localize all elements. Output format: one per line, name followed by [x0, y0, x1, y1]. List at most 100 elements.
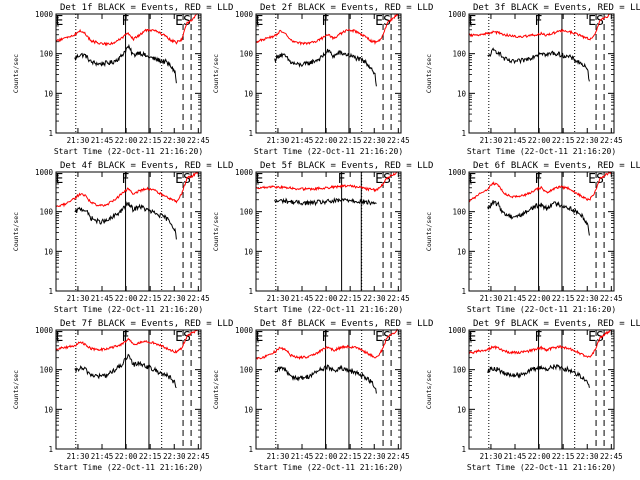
x-tick-label: 21:30	[67, 136, 90, 145]
x-tick-label: 22:15	[552, 452, 575, 461]
event-marker-label: E	[175, 172, 183, 187]
x-tick-label: 22:30	[163, 136, 186, 145]
event-marker-label: E	[588, 330, 596, 345]
x-tick-label: 22:15	[139, 136, 162, 145]
y-tick-label: 1000	[35, 168, 54, 177]
y-axis-title: Counts/sec	[12, 54, 20, 93]
y-tick-label: 10	[244, 247, 254, 256]
y-tick-label: 1	[248, 129, 253, 138]
x-axis-title: Start Time (22-Oct-11 21:16:20)	[254, 147, 403, 156]
x-tick-label: 21:30	[480, 294, 503, 303]
y-tick-label: 1000	[235, 168, 254, 177]
x-tick-label: 22:30	[576, 294, 599, 303]
x-tick-label: 22:00	[528, 294, 551, 303]
x-tick-label: 22:00	[315, 294, 338, 303]
panel-title: Det 2f BLACK = Events, RED = LLD	[260, 3, 433, 13]
event-marker-label: F	[535, 14, 543, 29]
plot-frame	[255, 13, 402, 134]
detector-panel: Det 5f BLACK = Events, RED = LLD Counts/s…	[212, 161, 433, 314]
x-tick-label: 22:45	[387, 294, 410, 303]
plot-frame	[255, 171, 402, 292]
detector-panel: Det 9f BLACK = Events, RED = LLD Counts/s…	[425, 319, 640, 472]
x-axis-title: Start Time (22-Oct-11 21:16:20)	[54, 147, 203, 156]
y-axis-title: Counts/sec	[425, 370, 433, 409]
plot-frame	[55, 171, 202, 292]
x-axis-title: Start Time (22-Oct-11 21:16:20)	[254, 305, 403, 314]
y-tick-label: 1000	[448, 10, 467, 19]
lld-series-line	[55, 13, 198, 47]
event-marker-label: E	[175, 14, 183, 29]
x-tick-label: 21:45	[291, 294, 314, 303]
x-tick-label: 21:45	[504, 294, 527, 303]
event-marker-label: E	[588, 172, 596, 187]
x-tick-label: 22:00	[115, 452, 138, 461]
plot-frame	[55, 13, 202, 134]
panel-title: Det 5f BLACK = Events, RED = LLD	[260, 161, 433, 171]
y-axis-title: Counts/sec	[212, 212, 220, 251]
y-tick-label: 10	[44, 247, 54, 256]
x-tick-label: 21:45	[291, 452, 314, 461]
lld-series-line	[468, 171, 612, 203]
y-tick-label: 1	[461, 287, 466, 296]
x-tick-label: 21:30	[267, 452, 290, 461]
event-marker-label: F	[535, 172, 543, 187]
y-tick-label: 100	[452, 50, 466, 59]
event-marker-label: F	[122, 330, 130, 345]
detector-panel: Det 2f BLACK = Events, RED = LLD Counts/s…	[212, 3, 433, 156]
panel-title: Det 7f BLACK = Events, RED = LLD	[60, 319, 233, 329]
event-marker-label: E	[255, 330, 263, 345]
x-axis-title: Start Time (22-Oct-11 21:16:20)	[467, 305, 616, 314]
detector-panel: Det 7f BLACK = Events, RED = LLD Counts/s…	[12, 319, 233, 472]
events-series-line	[274, 197, 377, 207]
y-tick-label: 1	[461, 129, 466, 138]
x-tick-label: 22:00	[528, 136, 551, 145]
x-tick-label: 22:45	[187, 136, 210, 145]
event-marker-label: F	[322, 14, 330, 29]
y-tick-label: 100	[39, 50, 53, 59]
panel-title: Det 4f BLACK = Events, RED = LLD	[60, 161, 233, 171]
panels: Det 1f BLACK = Events, RED = LLD Counts/s…	[12, 3, 640, 472]
x-tick-label: 22:45	[600, 294, 623, 303]
x-tick-label: 21:45	[291, 136, 314, 145]
events-series-line	[74, 43, 177, 84]
event-marker-label: E	[375, 14, 383, 29]
x-axis-title: Start Time (22-Oct-11 21:16:20)	[467, 147, 616, 156]
detector-panel: Det 8f BLACK = Events, RED = LLD Counts/s…	[212, 319, 433, 472]
x-tick-label: 22:15	[552, 136, 575, 145]
event-marker-label: E	[468, 172, 476, 187]
x-tick-label: 21:30	[67, 452, 90, 461]
x-tick-label: 22:15	[552, 294, 575, 303]
event-marker-label: F	[122, 14, 130, 29]
y-axis-title: Counts/sec	[12, 370, 20, 409]
x-tick-label: 22:00	[115, 136, 138, 145]
y-axis-title: Counts/sec	[12, 212, 20, 251]
y-tick-label: 1	[461, 445, 466, 454]
x-tick-label: 21:30	[480, 452, 503, 461]
x-axis-title: Start Time (22-Oct-11 21:16:20)	[54, 305, 203, 314]
x-tick-label: 22:30	[576, 452, 599, 461]
x-tick-label: 21:45	[504, 452, 527, 461]
panel-title: Det 1f BLACK = Events, RED = LLD	[60, 3, 233, 13]
lld-series-line	[255, 328, 399, 361]
x-tick-label: 21:45	[91, 294, 114, 303]
y-axis-title: Counts/sec	[425, 54, 433, 93]
events-series-line	[487, 47, 590, 82]
plot-frame	[468, 329, 615, 450]
event-marker-label: F	[535, 330, 543, 345]
event-marker-label: F	[122, 172, 130, 187]
y-tick-label: 100	[39, 366, 53, 375]
y-tick-label: 100	[239, 208, 253, 217]
y-tick-label: 1000	[35, 10, 54, 19]
event-marker-label: S	[183, 14, 191, 29]
y-tick-label: 10	[457, 89, 467, 98]
x-tick-label: 22:30	[363, 452, 386, 461]
y-tick-label: 1000	[235, 10, 254, 19]
y-tick-label: 10	[244, 405, 254, 414]
y-tick-label: 100	[239, 50, 253, 59]
x-tick-label: 21:45	[504, 136, 527, 145]
x-tick-label: 21:30	[267, 136, 290, 145]
x-tick-label: 21:45	[91, 136, 114, 145]
event-marker-label: E	[55, 14, 63, 29]
lld-series-line	[468, 329, 612, 358]
y-tick-label: 100	[239, 366, 253, 375]
